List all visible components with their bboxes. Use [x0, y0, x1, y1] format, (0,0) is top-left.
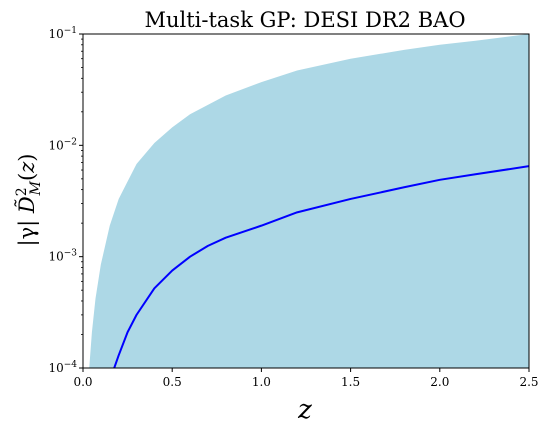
plot-frame	[82, 33, 530, 369]
x-tick-label: 2.5	[519, 375, 538, 389]
x-tick-label: 0.5	[163, 375, 182, 389]
x-tick-label: 1.5	[341, 375, 360, 389]
mean-line	[113, 165, 529, 368]
axis-ticks: 0.0 0.5 1.0 1.5 2.0 2.5 10−4 10−3 10−2 10−1	[48, 26, 538, 389]
y-axis-label: |γ| D̃2M(z)	[14, 154, 44, 247]
y-tick-label: 10−1	[48, 26, 77, 41]
y-tick-label: 10−2	[48, 137, 77, 152]
chart-title: Multi-task GP: DESI DR2 BAO	[144, 8, 465, 32]
x-tick-label: 2.0	[430, 375, 449, 389]
y-tick-label: 10−4	[48, 360, 77, 375]
plot-area	[89, 34, 529, 368]
confidence-band	[89, 34, 529, 368]
x-axis-label: z	[297, 395, 312, 425]
y-tick-label: 10−3	[48, 249, 77, 264]
x-tick-label: 0.0	[73, 375, 92, 389]
x-tick-label: 1.0	[252, 375, 271, 389]
svg-text:|γ| D̃2M(z): |γ| D̃2M(z)	[14, 154, 44, 247]
